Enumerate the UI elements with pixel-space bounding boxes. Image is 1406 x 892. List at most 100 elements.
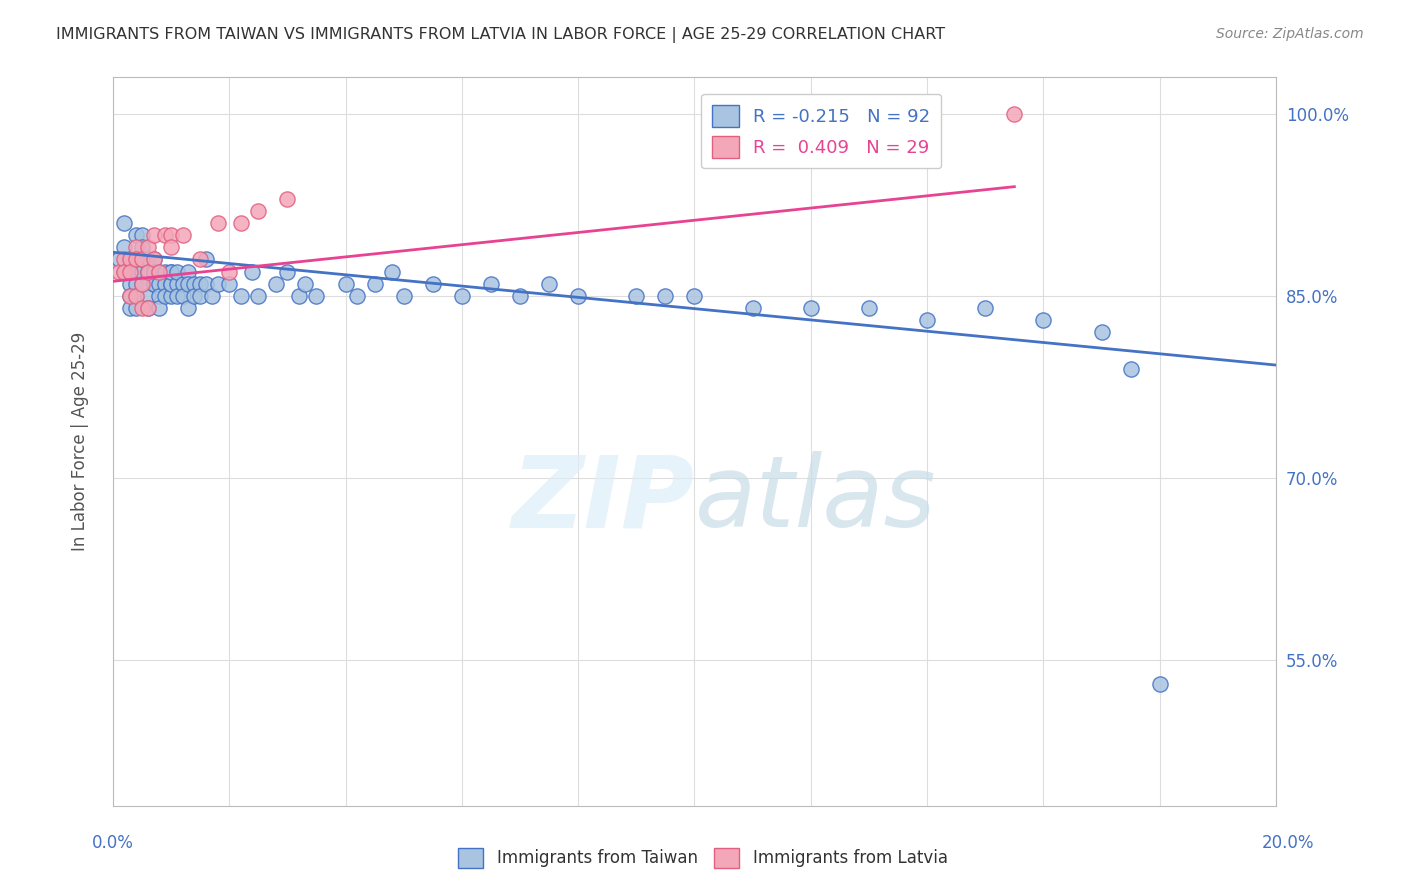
Point xyxy=(974,301,997,315)
Point xyxy=(131,265,153,279)
Point xyxy=(160,289,183,303)
Point xyxy=(294,277,316,291)
Point xyxy=(242,265,264,279)
Point xyxy=(305,289,328,303)
Point xyxy=(120,289,142,303)
Point xyxy=(172,277,194,291)
Text: atlas: atlas xyxy=(695,451,936,549)
Point xyxy=(125,289,148,303)
Point xyxy=(166,265,188,279)
Point xyxy=(288,289,311,303)
Point xyxy=(1149,677,1171,691)
Point xyxy=(194,252,217,267)
Point xyxy=(125,252,148,267)
Point xyxy=(153,228,176,243)
Point xyxy=(131,228,153,243)
Point xyxy=(120,252,142,267)
Point xyxy=(136,252,159,267)
Point xyxy=(264,277,287,291)
Point xyxy=(201,289,224,303)
Point xyxy=(125,240,148,254)
Point xyxy=(120,265,142,279)
Point xyxy=(346,289,368,303)
Point xyxy=(166,289,188,303)
Point xyxy=(131,277,153,291)
Point xyxy=(107,252,129,267)
Point xyxy=(125,289,148,303)
Point xyxy=(188,252,211,267)
Point xyxy=(172,289,194,303)
Point xyxy=(654,289,676,303)
Point xyxy=(153,289,176,303)
Point xyxy=(131,252,153,267)
Point xyxy=(131,240,153,254)
Point xyxy=(148,265,170,279)
Point xyxy=(136,265,159,279)
Point xyxy=(247,203,270,218)
Point xyxy=(218,265,240,279)
Point xyxy=(1091,326,1114,340)
Point xyxy=(276,265,298,279)
Point xyxy=(114,216,136,230)
Point xyxy=(120,265,142,279)
Point xyxy=(142,228,165,243)
Point xyxy=(131,301,153,315)
Point xyxy=(142,252,165,267)
Point xyxy=(114,265,136,279)
Point xyxy=(120,301,142,315)
Point xyxy=(136,301,159,315)
Point xyxy=(166,277,188,291)
Point xyxy=(148,289,170,303)
Point xyxy=(335,277,357,291)
Point xyxy=(188,277,211,291)
Point xyxy=(1119,361,1142,376)
Point xyxy=(114,240,136,254)
Point xyxy=(915,313,938,327)
Point xyxy=(276,192,298,206)
Point xyxy=(160,277,183,291)
Point xyxy=(125,265,148,279)
Point xyxy=(120,265,142,279)
Point xyxy=(160,265,183,279)
Point xyxy=(800,301,823,315)
Point xyxy=(114,265,136,279)
Point xyxy=(207,277,229,291)
Point xyxy=(125,252,148,267)
Point xyxy=(136,289,159,303)
Point xyxy=(120,289,142,303)
Point xyxy=(177,265,200,279)
Point xyxy=(142,277,165,291)
Point xyxy=(858,301,880,315)
Point xyxy=(177,301,200,315)
Point xyxy=(107,265,129,279)
Point xyxy=(142,265,165,279)
Point xyxy=(450,289,472,303)
Point xyxy=(114,252,136,267)
Point xyxy=(422,277,444,291)
Point xyxy=(142,252,165,267)
Point xyxy=(142,277,165,291)
Y-axis label: In Labor Force | Age 25-29: In Labor Force | Age 25-29 xyxy=(72,332,89,551)
Point xyxy=(188,289,211,303)
Point xyxy=(131,252,153,267)
Point xyxy=(142,265,165,279)
Text: ZIP: ZIP xyxy=(512,451,695,549)
Point xyxy=(381,265,404,279)
Point xyxy=(125,228,148,243)
Point xyxy=(207,216,229,230)
Text: 20.0%: 20.0% xyxy=(1263,834,1315,852)
Point xyxy=(218,277,240,291)
Point xyxy=(183,277,205,291)
Point xyxy=(160,265,183,279)
Point xyxy=(136,301,159,315)
Point xyxy=(136,265,159,279)
Legend: Immigrants from Taiwan, Immigrants from Latvia: Immigrants from Taiwan, Immigrants from … xyxy=(451,841,955,875)
Point xyxy=(1002,107,1025,121)
Point xyxy=(479,277,502,291)
Point xyxy=(153,277,176,291)
Text: 0.0%: 0.0% xyxy=(91,834,134,852)
Point xyxy=(183,289,205,303)
Point xyxy=(683,289,706,303)
Point xyxy=(177,277,200,291)
Text: IMMIGRANTS FROM TAIWAN VS IMMIGRANTS FROM LATVIA IN LABOR FORCE | AGE 25-29 CORR: IMMIGRANTS FROM TAIWAN VS IMMIGRANTS FRO… xyxy=(56,27,945,43)
